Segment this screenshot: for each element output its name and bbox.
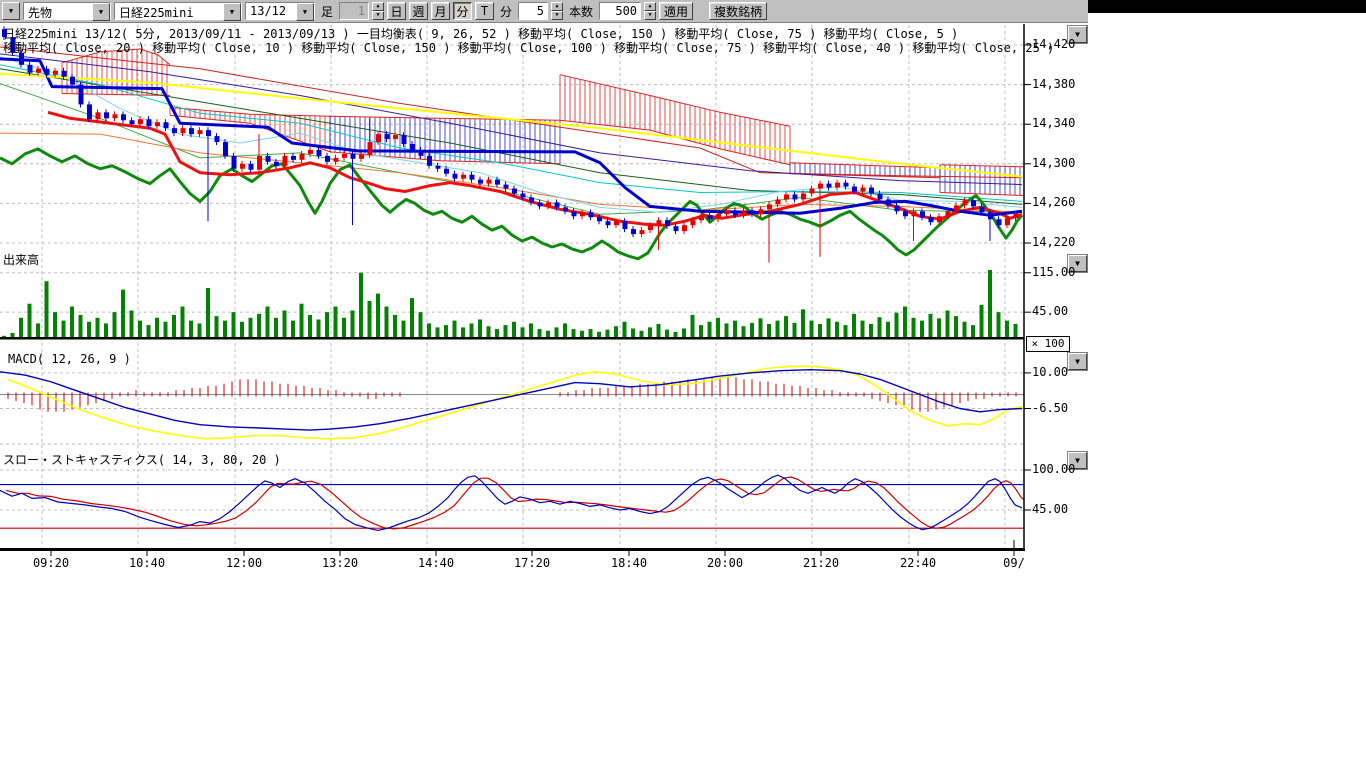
desktop-background-strip [1088,0,1366,13]
time-axis-label: 21:20 [803,556,839,570]
y-axis-label: 14,340 [1032,116,1075,130]
y-axis-label: 14,380 [1032,77,1075,91]
y-axis-label: 14,220 [1032,235,1075,249]
y-axis-label: -6.50 [1032,401,1068,415]
volume-panel-title: 出来高 [3,251,39,268]
y-axis-label: 45.00 [1032,502,1068,516]
macd-scale-menu-button[interactable]: ▼ [1068,353,1087,370]
y-axis-label: 45.00 [1032,304,1068,318]
y-axis-label: 14,300 [1032,156,1075,170]
y-axis-label: 10.00 [1032,365,1068,379]
time-axis-label: 09:20 [33,556,69,570]
time-axis-label: 17:20 [514,556,550,570]
y-axis-label: 115.00 [1032,265,1075,279]
time-axis-label: 14:40 [418,556,454,570]
chevron-down-icon: ▼ [1075,358,1080,366]
time-axis-label: 22:40 [900,556,936,570]
stoch-panel-title: スロー・ストキャスティクス( 14, 3, 80, 20 ) [3,451,281,468]
volume-multiplier-badge: × 100 [1026,336,1070,352]
chevron-down-icon: ▼ [1075,260,1080,268]
time-axis-label: 20:00 [707,556,743,570]
chart-canvas[interactable] [0,0,1090,600]
macd-panel-title: MACD( 12, 26, 9 ) [8,352,131,366]
time-axis-label: 13:20 [322,556,358,570]
chevron-down-icon: ▼ [1075,31,1080,39]
y-axis-label: 14,420 [1032,37,1075,51]
y-axis-label: 100.00 [1032,462,1075,476]
time-axis-label: 18:40 [611,556,647,570]
chart-application-window: ▼ 先物 ▼ 日経225mini ▼ 13/12 ▼ 足 1 ▲▼ 日 週 月 … [0,0,1366,768]
chart-header-line2: 移動平均( Close, 20 ) 移動平均( Close, 10 ) 移動平均… [3,39,1054,56]
time-axis-label: 12:00 [226,556,262,570]
time-axis-label: 10:40 [129,556,165,570]
y-axis-label: 14,260 [1032,195,1075,209]
chevron-down-icon: ▼ [1075,457,1080,465]
time-axis-label: 09/ [1003,556,1025,570]
